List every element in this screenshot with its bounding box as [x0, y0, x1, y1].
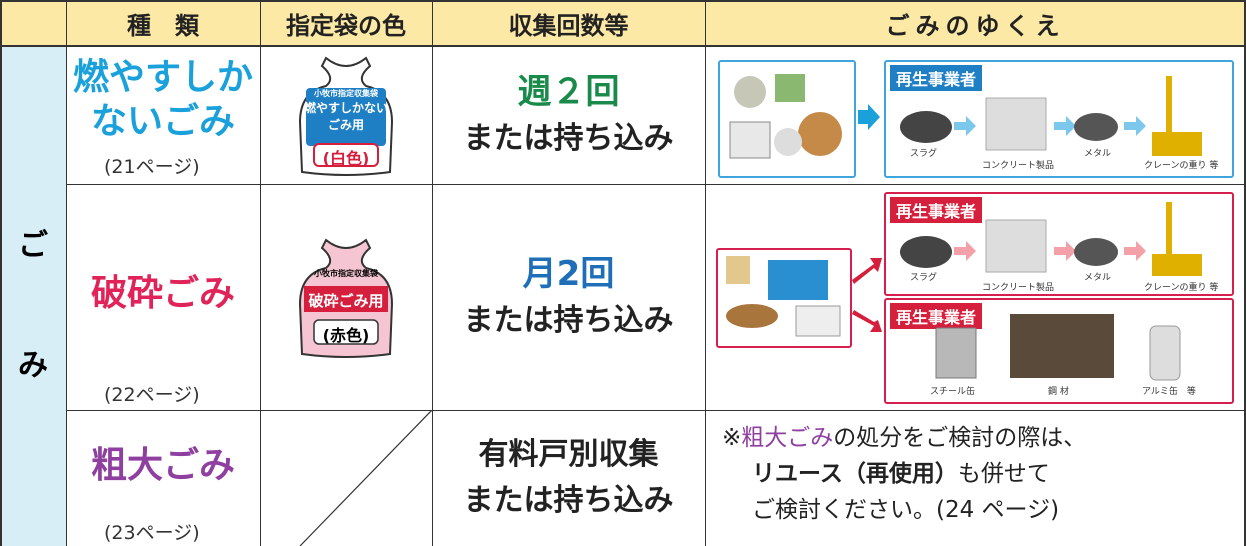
- type-name: ないごみ: [90, 101, 235, 142]
- frequency: 週２回: [517, 72, 620, 112]
- note-line: ※粗大ごみの処分をご検討の際は、: [722, 420, 1086, 456]
- arrow: [852, 258, 882, 332]
- item-label: アルミ缶 等: [1142, 387, 1196, 397]
- collection-cell: 月2回 または持ち込み: [432, 250, 705, 344]
- header-cell: 指定袋の色: [286, 11, 406, 40]
- waste-images: [718, 60, 856, 178]
- frequency: 月2回: [522, 254, 615, 294]
- collection-alt: または持ち込み: [463, 303, 674, 338]
- note-line: ご検討ください。(24 ページ): [722, 492, 1086, 528]
- header-cell: 収集回数等: [508, 11, 629, 40]
- recycler-title: 再生事業者: [890, 197, 983, 223]
- border: [66, 184, 1246, 185]
- item-label: クレーンの重り 等: [1144, 161, 1219, 171]
- item-label: メタル: [1084, 149, 1112, 159]
- side-label: ご: [18, 228, 48, 263]
- item-label: メタル: [1084, 273, 1112, 283]
- border: [705, 0, 706, 546]
- item-label: 鋼 材: [1048, 387, 1069, 397]
- type-cell: 燃やすしか ないごみ: [66, 56, 260, 144]
- note: ※粗大ごみの処分をご検討の際は、 リユース（再使用）も併せて ご検討ください。(…: [722, 420, 1086, 528]
- border: [432, 0, 433, 546]
- border: [260, 0, 261, 546]
- border: [1244, 0, 1246, 546]
- bag-issuer: 小牧市指定収集袋: [314, 89, 378, 98]
- note-text: も併せて: [957, 461, 1050, 487]
- border: [66, 0, 67, 546]
- border: [0, 45, 1246, 47]
- recycle-illustration: [935, 314, 1181, 381]
- diagonal: [299, 410, 432, 546]
- note-text: の処分をご検討の際は、: [833, 425, 1087, 451]
- waste-images: [716, 248, 852, 348]
- bag-text: ごみ用: [327, 118, 364, 132]
- waste-illustration: [729, 74, 842, 159]
- bag-text: 破砕ごみ用: [308, 292, 384, 310]
- recycle-illustration: [900, 202, 1202, 276]
- type-name: 粗大ごみ: [90, 445, 235, 486]
- note-line: リユース（再使用）も併せて: [722, 456, 1086, 492]
- header-cell: ごみのゆくえ: [885, 11, 1066, 40]
- bag-color: (白色): [322, 149, 370, 168]
- type-cell: 破砕ごみ: [66, 272, 260, 316]
- note-text: ご検討ください。(24 ページ): [752, 497, 1060, 523]
- border: [0, 0, 2, 546]
- recycler-title: 再生事業者: [890, 65, 983, 91]
- recycler-box: 再生事業者 スチール缶 鋼 材 アルミ缶 等: [884, 298, 1234, 404]
- item-label: コンクリート製品: [982, 283, 1055, 293]
- item-label: スチール缶: [930, 387, 976, 397]
- collection-cell: 週２回 または持ち込み: [432, 68, 705, 162]
- recycler-title: 再生事業者: [890, 303, 983, 329]
- arrow: [858, 104, 880, 130]
- note-text: ※: [722, 425, 742, 451]
- note-bold: リユース（再使用）: [752, 461, 958, 487]
- page-ref: (22ページ): [104, 384, 200, 406]
- collection-alt: または持ち込み: [463, 483, 674, 518]
- type-name: 燃やすしか: [72, 57, 253, 98]
- bag-icon: [298, 238, 394, 358]
- type-name: 破砕ごみ: [90, 273, 235, 314]
- bag-issuer: 小牧市指定収集袋: [314, 269, 378, 278]
- note-highlight: 粗大ごみ: [741, 425, 834, 451]
- page-ref: (21ページ): [104, 156, 200, 178]
- bag-label: 小牧市指定収集袋 燃やすしかない ごみ用: [296, 88, 396, 133]
- item-label: クレーンの重り 等: [1144, 283, 1219, 293]
- bag-color: (赤色): [322, 326, 370, 345]
- side-label: み: [18, 348, 48, 383]
- side-bg: [0, 46, 66, 546]
- collection-alt: または持ち込み: [463, 121, 674, 156]
- header-bg: [0, 0, 1246, 46]
- collection-cell: 有料戸別収集 または持ち込み: [432, 432, 705, 524]
- recycler-box: 再生事業者 スラグ コンクリート製品 メタル クレーンの重り 等: [884, 60, 1234, 178]
- waste-illustration: [726, 256, 841, 337]
- item-label: スラグ: [910, 273, 938, 283]
- item-label: スラグ: [910, 149, 938, 159]
- type-cell: 粗大ごみ: [66, 444, 260, 488]
- item-label: コンクリート製品: [982, 161, 1055, 171]
- bag-icon: [298, 56, 394, 176]
- page-ref: (23ページ): [104, 522, 200, 544]
- collection-main: 有料戸別収集: [478, 437, 659, 472]
- bag-text: 燃やすしかない: [303, 101, 388, 115]
- recycler-box: 再生事業者 スラグ コンクリート製品 メタル クレーンの重り 等: [884, 192, 1234, 296]
- border: [0, 0, 1246, 2]
- border: [66, 410, 1246, 411]
- recycle-illustration: [900, 76, 1202, 156]
- header-cell: 種 類: [127, 11, 199, 40]
